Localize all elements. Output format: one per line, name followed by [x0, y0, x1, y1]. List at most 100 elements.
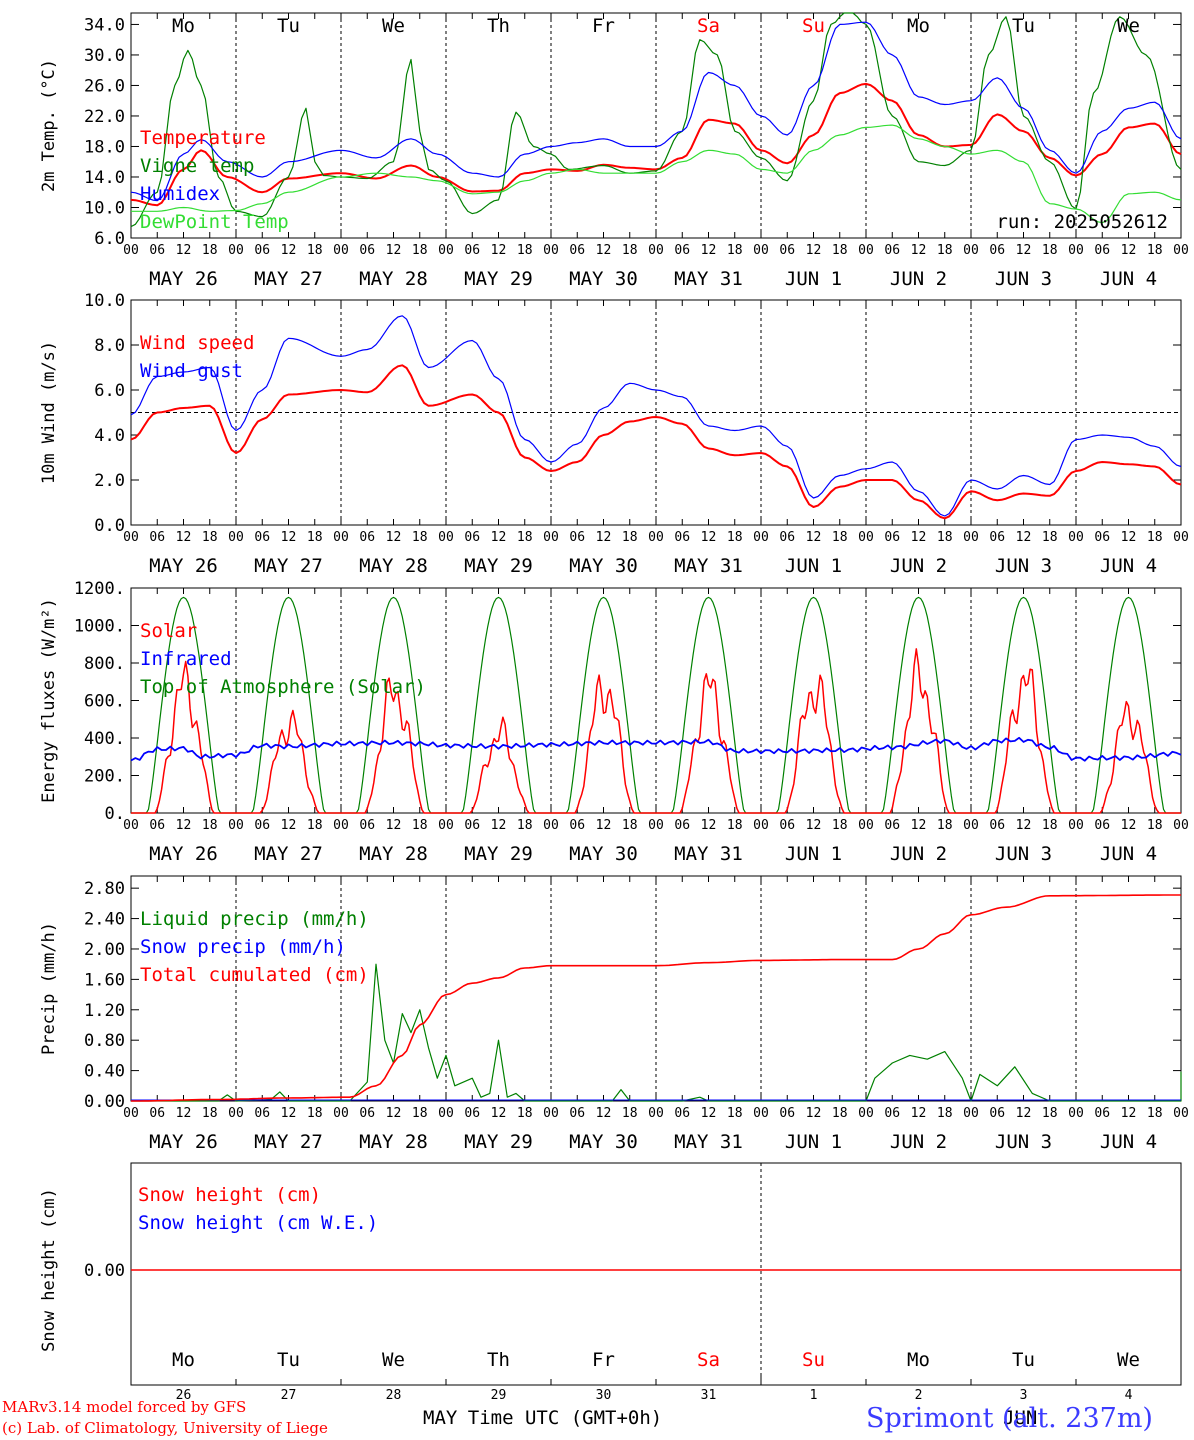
hour-tick-label: 00 [438, 530, 454, 545]
series-line-dewpoint-temp [131, 124, 1182, 224]
hour-tick-label: 18 [412, 818, 428, 833]
weekday-label: Th [487, 1349, 510, 1371]
hour-tick-label: 18 [307, 243, 323, 258]
hour-tick-label: 12 [701, 530, 717, 545]
hour-tick-label: 12 [911, 1106, 927, 1121]
hour-tick-label: 18 [1147, 1106, 1163, 1121]
hour-tick-label: 06 [884, 1106, 900, 1121]
hour-tick-label: 06 [1094, 243, 1110, 258]
hour-tick-label: 18 [832, 818, 848, 833]
hour-tick-label: 06 [674, 243, 690, 258]
date-label: JUN 2 [890, 843, 947, 865]
panel-plots [130, 12, 1182, 1271]
date-label: JUN 3 [995, 268, 1052, 290]
hour-tick-label: 12 [806, 243, 822, 258]
weekday-label: Mo [907, 1349, 930, 1371]
day-number-label: 30 [596, 1388, 612, 1403]
hour-tick-label: 18 [937, 818, 953, 833]
hour-tick-label: 00 [543, 530, 559, 545]
hour-tick-label: 12 [176, 1106, 192, 1121]
hour-tick-label: 18 [202, 1106, 218, 1121]
hour-tick-label: 06 [779, 530, 795, 545]
hour-tick-label: 00 [858, 1106, 874, 1121]
date-label: MAY 27 [254, 843, 323, 865]
hour-tick-label: 18 [937, 243, 953, 258]
weekday-label: Sa [697, 15, 720, 37]
hour-tick-label: 12 [596, 530, 612, 545]
hour-tick-label: 18 [937, 1106, 953, 1121]
hour-tick-label: 18 [412, 1106, 428, 1121]
hour-tick-label: 18 [727, 1106, 743, 1121]
hour-tick-label: 06 [464, 818, 480, 833]
hour-tick-label: 12 [1016, 243, 1032, 258]
hour-tick-label: 06 [254, 818, 270, 833]
hour-tick-label: 12 [491, 530, 507, 545]
hour-tick-label: 12 [1016, 1106, 1032, 1121]
y-tick-label: 800. [84, 654, 125, 674]
hour-tick-label: 00 [543, 818, 559, 833]
hour-tick-label: 00 [1068, 530, 1084, 545]
hour-tick-label: 12 [1121, 530, 1137, 545]
hour-tick-label: 12 [386, 530, 402, 545]
hour-tick-label: 00 [228, 818, 244, 833]
y-tick-label: 8.0 [94, 336, 125, 356]
y-tick-label: 6.0 [94, 229, 125, 249]
hour-tick-label: 06 [254, 243, 270, 258]
hour-tick-label: 06 [884, 530, 900, 545]
date-label: MAY 30 [569, 1131, 638, 1153]
date-label: MAY 26 [149, 268, 218, 290]
y-tick-label: 2.40 [84, 910, 125, 930]
legend-entry: Snow precip (mm/h) [140, 936, 346, 958]
hour-tick-label: 18 [1042, 1106, 1058, 1121]
hour-tick-label: 00 [753, 243, 769, 258]
hour-tick-label: 12 [911, 818, 927, 833]
day-number-label: 2 [915, 1388, 923, 1403]
hour-tick-label: 18 [622, 818, 638, 833]
y-tick-label: 0.80 [84, 1031, 125, 1051]
hour-tick-label: 18 [622, 530, 638, 545]
series-line-solar [131, 648, 1181, 814]
date-label: MAY 26 [149, 555, 218, 577]
hour-tick-label: 00 [438, 1106, 454, 1121]
y-tick-label: 2.00 [84, 940, 125, 960]
hour-tick-label: 18 [412, 243, 428, 258]
hour-tick-label: 18 [622, 243, 638, 258]
date-label: MAY 28 [359, 555, 428, 577]
legend-entry: DewPoint Temp [140, 211, 289, 233]
hour-tick-label: 00 [123, 243, 139, 258]
y-tick-label: 14.0 [84, 168, 125, 188]
y-axis-label: Precip (mm/h) [39, 922, 59, 1055]
hour-tick-label: 00 [648, 1106, 664, 1121]
series-line-total-cumulated [131, 894, 1181, 1102]
date-label: MAY 31 [674, 555, 743, 577]
hour-tick-label: 06 [1094, 1106, 1110, 1121]
hour-tick-label: 18 [202, 243, 218, 258]
hour-tick-label: 18 [517, 530, 533, 545]
hour-tick-label: 18 [517, 818, 533, 833]
y-tick-label: 200. [84, 767, 125, 787]
hour-tick-label: 06 [989, 1106, 1005, 1121]
weekday-label: We [382, 1349, 405, 1371]
y-tick-label: 1.60 [84, 970, 125, 990]
day-number-label: 1 [810, 1388, 818, 1403]
series-line-humidex [130, 21, 1182, 202]
day-number-label: 31 [701, 1388, 717, 1403]
day-number-label: 29 [491, 1388, 507, 1403]
date-label: MAY 27 [254, 268, 323, 290]
hour-tick-label: 18 [307, 818, 323, 833]
hour-tick-label: 06 [254, 530, 270, 545]
hour-tick-label: 06 [779, 1106, 795, 1121]
weekday-label: Tu [277, 1349, 300, 1371]
date-label: JUN 1 [785, 555, 842, 577]
panel-frames [130, 12, 1182, 1386]
date-label: MAY 29 [464, 555, 533, 577]
hour-tick-label: 12 [1121, 818, 1137, 833]
hour-tick-label: 00 [1173, 243, 1189, 258]
hour-tick-label: 12 [911, 243, 927, 258]
hour-tick-label: 00 [1068, 243, 1084, 258]
y-tick-label: 10.0 [84, 198, 125, 218]
hour-tick-label: 12 [1016, 818, 1032, 833]
y-tick-label: 30.0 [84, 46, 125, 66]
date-label: JUN 3 [995, 555, 1052, 577]
